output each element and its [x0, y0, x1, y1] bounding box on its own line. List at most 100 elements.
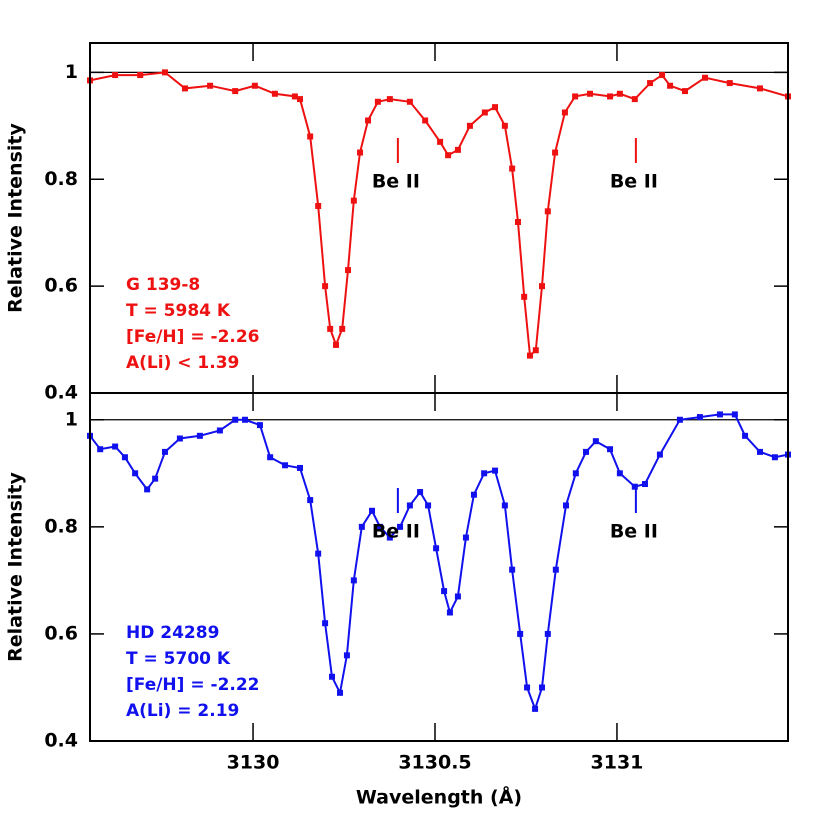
data-point [514, 219, 521, 226]
data-point [112, 72, 119, 79]
data-point [501, 502, 508, 509]
info-label: A(Li) < 1.39 [126, 353, 239, 373]
data-point [572, 93, 579, 100]
data-point [437, 138, 444, 145]
data-point [232, 88, 239, 95]
info-label: HD 24289 [126, 623, 219, 643]
data-point [544, 630, 551, 637]
data-point [216, 427, 223, 434]
data-point [132, 470, 139, 477]
data-point [152, 475, 159, 482]
data-point [406, 98, 413, 105]
data-point [350, 197, 357, 204]
x-tick-label: 3130.5 [398, 752, 471, 774]
data-point [607, 93, 614, 100]
y-tick-label: 0.8 [44, 515, 78, 537]
data-point [445, 152, 452, 159]
annotation-label: Be II [610, 171, 658, 193]
data-point [466, 122, 473, 129]
data-point [207, 82, 214, 89]
data-point [552, 566, 559, 573]
y-tick-label: 0.8 [44, 168, 78, 190]
data-point [517, 630, 524, 637]
data-point [532, 705, 539, 712]
data-point [454, 593, 461, 600]
data-point [307, 133, 314, 140]
y-tick-label: 0.4 [44, 382, 78, 404]
data-point [358, 523, 365, 530]
data-point [377, 523, 384, 530]
data-point [771, 454, 778, 461]
data-point [659, 72, 666, 79]
x-tick-label: 3131 [591, 752, 644, 774]
y-axis-label: Relative Intensity [5, 472, 27, 662]
data-point [397, 523, 404, 530]
data-point [97, 446, 104, 453]
data-point [742, 432, 749, 439]
x-axis-label: Wavelength (Å) [356, 785, 522, 809]
data-point [282, 462, 289, 469]
data-point [374, 98, 381, 105]
data-point [357, 149, 364, 156]
data-point [315, 550, 322, 557]
data-point [296, 464, 303, 471]
data-point [538, 684, 545, 691]
data-point [327, 325, 334, 332]
data-point [492, 467, 499, 474]
data-point [406, 502, 413, 509]
data-point [731, 411, 738, 418]
y-tick-label: 0.6 [44, 622, 78, 644]
data-point [616, 470, 623, 477]
data-point [492, 104, 499, 111]
data-point [137, 72, 144, 79]
info-label: A(Li) = 2.19 [126, 701, 239, 721]
data-point [631, 96, 638, 103]
data-point [333, 341, 340, 348]
y-axis-label: Relative Intensity [5, 123, 27, 313]
data-point [509, 566, 516, 573]
data-point [756, 448, 763, 455]
data-point [343, 652, 350, 659]
data-point [291, 93, 298, 100]
data-point [682, 88, 689, 95]
data-point [417, 489, 424, 496]
data-point [386, 96, 393, 103]
data-point [322, 283, 329, 290]
info-label: [Fe/H] = -2.26 [126, 327, 260, 347]
data-point [181, 85, 188, 92]
y-tick-label: 1 [65, 61, 78, 83]
data-point [696, 414, 703, 421]
x-tick-label: 3130 [227, 752, 280, 774]
data-point [322, 620, 329, 627]
data-point [756, 85, 763, 92]
data-point [561, 109, 568, 116]
data-point [462, 534, 469, 541]
data-point [592, 438, 599, 445]
data-point [501, 122, 508, 129]
data-point [425, 502, 432, 509]
data-point [563, 502, 570, 509]
data-point [481, 109, 488, 116]
info-label: T = 5984 K [126, 301, 231, 321]
data-point [365, 117, 372, 124]
y-tick-label: 1 [65, 408, 78, 430]
data-point [242, 416, 249, 423]
data-point [532, 347, 539, 354]
annotation-label: Be II [610, 521, 658, 543]
data-point [544, 208, 551, 215]
data-point [676, 416, 683, 423]
data-point [470, 491, 477, 498]
data-point [161, 448, 168, 455]
data-point [386, 534, 393, 541]
data-point [196, 432, 203, 439]
data-point [631, 483, 638, 490]
data-point [538, 283, 545, 290]
data-point [656, 451, 663, 458]
data-point [350, 577, 357, 584]
data-point [552, 149, 559, 156]
data-point [345, 267, 352, 274]
data-point [315, 202, 322, 209]
data-point [296, 96, 303, 103]
data-point [572, 470, 579, 477]
